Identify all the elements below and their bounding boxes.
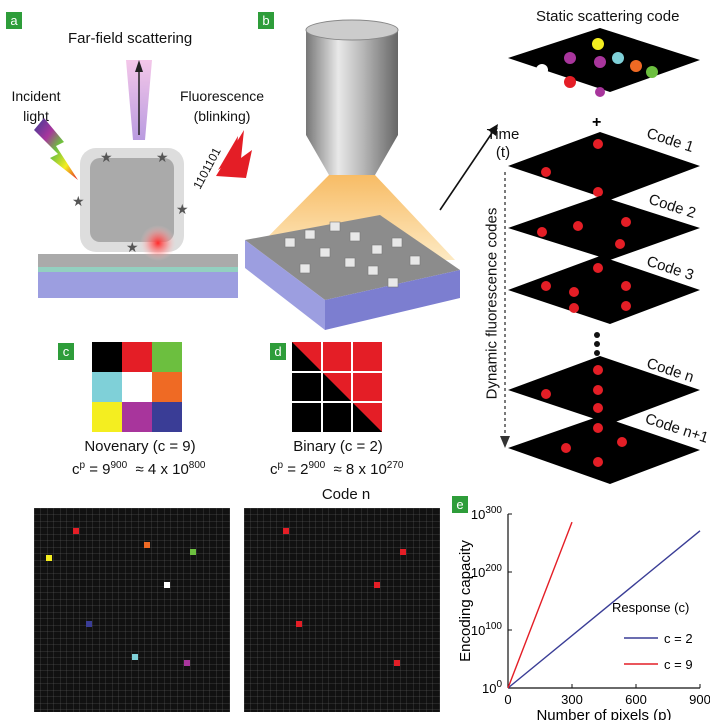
dynamic-codes-axis-label: Dynamic fluorescence codes — [483, 207, 501, 400]
y-tick-label: 10300 — [471, 505, 503, 522]
panel-a-label: a — [6, 12, 22, 29]
cell-6 — [92, 402, 122, 432]
panel-a-drawing: ★ ★ ★ ★ ★ 1101101 — [34, 60, 252, 298]
blinking-pulses — [216, 130, 252, 178]
panel-e-label: e — [452, 496, 468, 513]
time-line2: (t) — [495, 144, 511, 161]
binary-grid — [292, 342, 382, 432]
x-tick-label: 600 — [625, 692, 647, 707]
scattering-pixel-grid — [34, 508, 230, 712]
incident-line1: Incident — [11, 88, 61, 104]
novenary-formula: cp = 9900 ≈ 4 x 10800 — [72, 460, 206, 478]
incident-light-bolt — [34, 118, 78, 180]
panel-b-label: b — [258, 12, 274, 29]
y-tick-label: 10200 — [471, 563, 503, 580]
cell-2 — [152, 342, 182, 372]
fluorescence-pixel-grid — [244, 508, 440, 712]
svg-text:★: ★ — [72, 193, 85, 209]
fluorescence-glow — [140, 225, 176, 261]
cell-4 — [122, 372, 152, 402]
incident-light-label: Incident light — [6, 86, 66, 126]
novenary-grid — [92, 342, 182, 432]
cell-0 — [92, 342, 122, 372]
legend-title: Response (c) — [612, 600, 689, 615]
code-diamonds: + — [500, 28, 700, 484]
binary-formula: cp = 2900 ≈ 8 x 10270 — [270, 460, 404, 478]
binary-caption: Binary (c = 2) — [293, 438, 383, 455]
nanoparticles — [284, 221, 421, 288]
plus-sign: + — [592, 114, 601, 131]
time-line1: Time — [486, 126, 520, 143]
svg-text:★: ★ — [156, 149, 169, 165]
substrate-top — [38, 254, 238, 268]
cell-3 — [92, 372, 122, 402]
novenary-caption: Novenary (c = 9) — [84, 438, 196, 455]
x-axis-label: Number of pixels (p) — [536, 707, 671, 720]
static-code-dots — [536, 38, 658, 97]
panel-d-label: d — [270, 343, 286, 360]
y-tick-label: 10100 — [471, 621, 503, 638]
bottom-code-label: Code n — [321, 486, 371, 503]
y-axis-label: Encoding capacity — [457, 540, 474, 662]
svg-text:★: ★ — [176, 201, 189, 217]
static-code-title: Static scattering code — [536, 8, 680, 25]
cell-1 — [122, 342, 152, 372]
substrate-base — [38, 272, 238, 298]
series-line-2 — [507, 521, 573, 689]
fluorophore-stars: ★ ★ ★ ★ ★ — [72, 149, 189, 255]
blink-bits: 1101101 — [190, 145, 224, 192]
svg-text:★: ★ — [126, 239, 139, 255]
fluorescence-line1: Fluorescence — [179, 88, 265, 104]
legend-label-1: c = 2 — [664, 631, 693, 646]
code-3-plane — [508, 256, 700, 324]
objective-lens — [306, 30, 398, 135]
fluorescence-label: Fluorescence (blinking) — [176, 86, 268, 126]
particle-core — [90, 158, 174, 242]
panel-c-label: c — [58, 343, 74, 360]
y-tick-label: 100 — [482, 679, 502, 696]
code-n-plane — [508, 356, 700, 424]
encoding-capacity-chart: 0 300 600 900 100 10100 10200 10300 Number of … — [457, 505, 710, 720]
far-field-label: Far-field scattering — [68, 30, 193, 47]
cell-7 — [122, 402, 152, 432]
svg-text:★: ★ — [100, 149, 113, 165]
ellipsis-dots — [594, 332, 600, 356]
code-2-plane — [508, 196, 700, 260]
code-n1-plane — [508, 416, 700, 484]
fluorescence-line2: (blinking) — [193, 108, 251, 124]
cell-8 — [152, 402, 182, 432]
series-line-1 — [507, 530, 701, 689]
x-tick-label: 900 — [689, 692, 710, 707]
codes-arrow — [439, 129, 495, 211]
x-tick-label: 0 — [504, 692, 511, 707]
panel-b-drawing — [245, 19, 460, 330]
time-label: Time (t) — [478, 126, 528, 162]
x-tick-label: 300 — [561, 692, 583, 707]
code-1-plane — [508, 132, 700, 200]
cell-5 — [152, 372, 182, 402]
legend-label-2: c = 9 — [664, 657, 693, 672]
sample-top — [245, 215, 460, 300]
